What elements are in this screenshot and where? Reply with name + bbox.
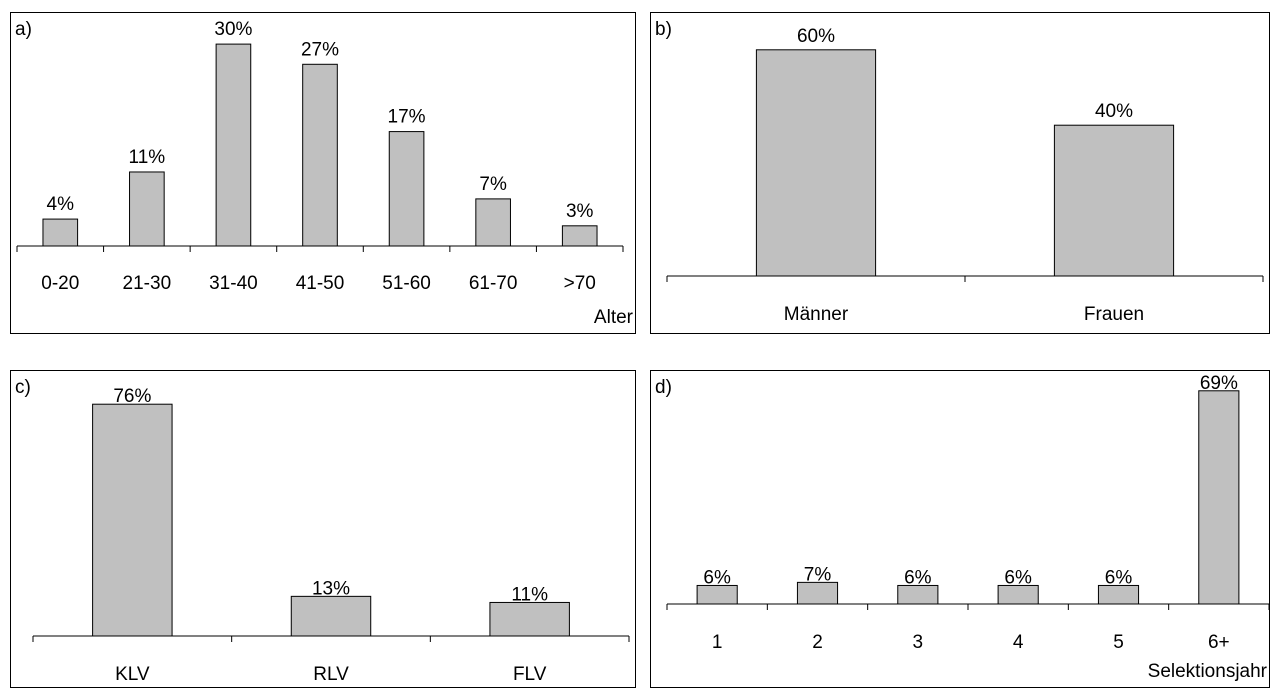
category-label-b: Frauen [1084, 304, 1144, 325]
panel-label-a: a) [15, 19, 32, 40]
data-label-a: 3% [566, 201, 594, 222]
data-label-d: 7% [804, 564, 832, 585]
chart-panel-d: 6% 1 7% 2 6% 3 6% 4 6% 5 69% 6+ d) Selektionsjahr [650, 370, 1270, 688]
bar-b [755, 49, 877, 277]
chart-a-svg: 4% 0-20 11% 21-30 30% 31-40 27% 41-50 17% 51-60 7%… [16, 19, 624, 294]
data-label-d: 6% [1004, 567, 1032, 588]
data-label-a: 17% [388, 107, 426, 128]
bar-c [489, 601, 570, 637]
bar-a [388, 131, 425, 247]
data-label-a: 11% [129, 147, 166, 168]
panel-label-d: d) [655, 377, 672, 398]
data-label-d: 69% [1200, 373, 1238, 394]
chart-panel-b: 60% Männer 40% Frauen b) [650, 12, 1270, 334]
data-label-b: 40% [1095, 101, 1133, 122]
category-label-c: FLV [513, 664, 547, 685]
bar-a [129, 171, 165, 247]
bar-d [997, 584, 1039, 605]
bar-d [897, 584, 939, 605]
data-label-d: 6% [703, 567, 731, 588]
bar-d [696, 584, 738, 605]
bar-d [796, 581, 839, 605]
bar-a [561, 225, 598, 247]
bar-d [1097, 584, 1140, 605]
chart-panel-a: 4% 0-20 11% 21-30 30% 31-40 27% 41-50 17% 51-60 7%… [10, 12, 636, 334]
data-label-a: 30% [214, 19, 252, 40]
data-label-c: 76% [113, 386, 151, 407]
category-label-b: Männer [784, 304, 849, 325]
panel-label-c: c) [15, 377, 31, 398]
panel-label-b: b) [655, 19, 672, 40]
data-label-d: 6% [1105, 567, 1133, 588]
x-axis-title-d: Selektionsjahr [1147, 661, 1267, 682]
chart-panel-c: 76% KLV 13% RLV 11% FLV c) [10, 370, 636, 688]
category-label-a: 51-60 [382, 273, 431, 294]
category-label-a: 41-50 [296, 273, 345, 294]
category-label-d: 6+ [1208, 632, 1230, 653]
chart-b-svg: 60% Männer 40% Frauen [666, 26, 1264, 325]
data-label-d: 6% [904, 567, 932, 588]
bar-a [42, 218, 79, 247]
category-label-a: 21-30 [123, 273, 172, 294]
bar-d [1198, 390, 1240, 605]
category-label-a: >70 [564, 273, 596, 294]
category-label-d: 2 [812, 632, 823, 653]
category-label-a: 61-70 [469, 273, 518, 294]
category-label-d: 1 [712, 632, 723, 653]
category-label-d: 5 [1113, 632, 1124, 653]
x-axis-title-a: Alter [593, 307, 633, 328]
category-label-a: 0-20 [41, 273, 79, 294]
bar-c [290, 595, 372, 637]
bar-b [1053, 124, 1175, 277]
data-label-a: 27% [301, 39, 339, 60]
category-label-d: 3 [913, 632, 924, 653]
data-label-c: 13% [312, 578, 350, 599]
bar-a [475, 198, 511, 247]
category-label-c: RLV [313, 664, 349, 685]
data-label-a: 7% [479, 174, 507, 195]
data-label-a: 4% [47, 194, 75, 215]
chart-c-svg: 76% KLV 13% RLV 11% FLV [32, 386, 630, 685]
chart-d-svg: 6% 1 7% 2 6% 3 6% 4 6% 5 69% 6+ [666, 373, 1270, 653]
category-label-d: 4 [1013, 632, 1024, 653]
bar-c [92, 403, 173, 637]
category-label-c: KLV [115, 664, 150, 685]
bar-a [302, 63, 338, 247]
bar-a [215, 43, 252, 247]
category-label-a: 31-40 [209, 273, 258, 294]
data-label-c: 11% [511, 584, 548, 605]
data-label-b: 60% [797, 26, 835, 47]
